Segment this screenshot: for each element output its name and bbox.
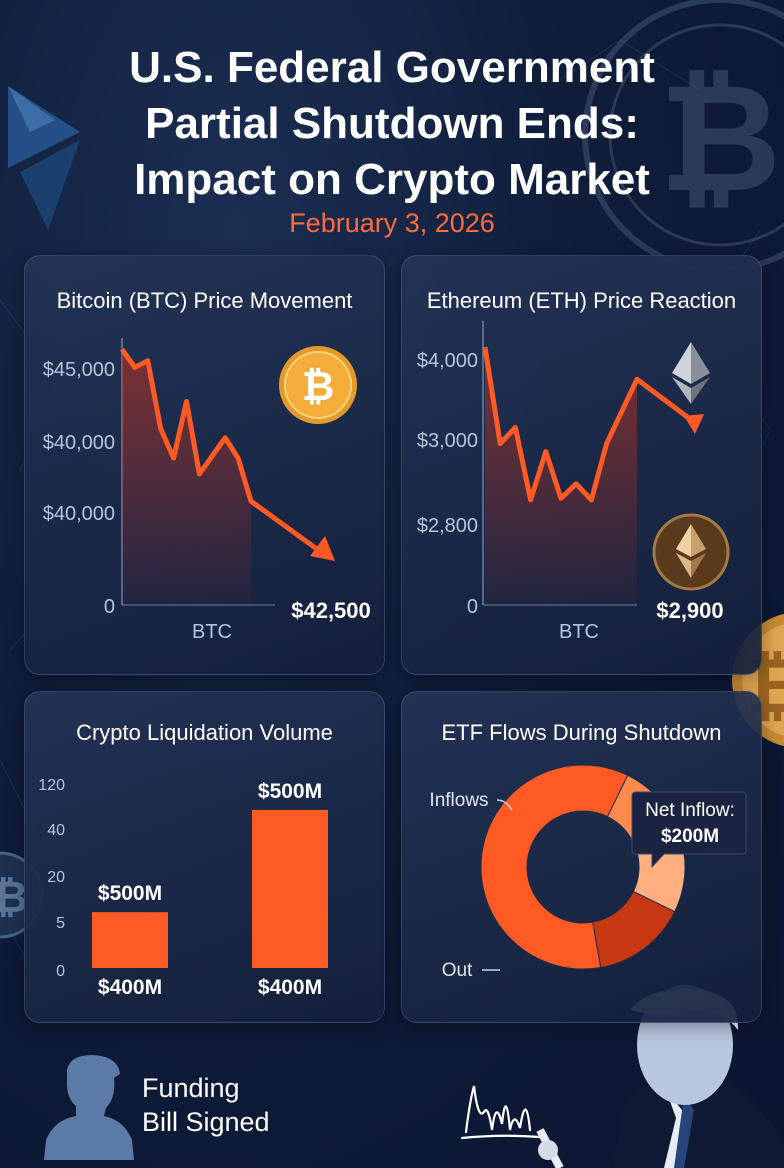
btc-area-fill: [122, 349, 251, 605]
inflows-leader: [496, 799, 513, 811]
page-title: U.S. Federal Government Partial Shutdown…: [0, 40, 784, 208]
signature-icon: [460, 1085, 542, 1140]
btc-end-value-label: $42,500: [291, 598, 371, 623]
out-label: Out: [442, 960, 473, 981]
date-subtitle: February 3, 2026: [289, 208, 495, 238]
eth-x-axis-label: BTC: [559, 621, 599, 643]
btc-tick-label: 0: [104, 596, 115, 618]
etf-flows-panel: ETF Flows During Shutdown Inflows Out Ne…: [401, 691, 762, 1023]
liquidation-chart-title: Crypto Liquidation Volume: [76, 720, 333, 745]
liquidation-bar-chart: 120 40 20 5 0 $500M $400M $500M $400M: [38, 777, 328, 999]
eth-trend-arrowhead: [684, 414, 704, 434]
btc-price-panel: Bitcoin (BTC) Price Movement $45,000 $40,…: [24, 255, 385, 675]
footer-line-2: Bill Signed: [142, 1107, 270, 1137]
liquidation-tick-label: 20: [47, 869, 65, 886]
etf-donut-slice: [592, 890, 676, 969]
liquidation-bar: [92, 912, 168, 968]
liquidation-tick-label: 0: [56, 963, 65, 980]
liquidation-tick-label: 5: [56, 915, 65, 932]
liquidation-volume-panel: Crypto Liquidation Volume 120 40 20 5 0 $500…: [24, 691, 385, 1023]
liquidation-value-label: $500M: [98, 882, 162, 905]
btc-chart: $45,000 $40,000 $40,000 0 BTC $42,500 ₿: [43, 338, 371, 643]
title-line-1: U.S. Federal Government: [129, 43, 655, 92]
eth-tick-label: $3,000: [417, 430, 478, 452]
btc-axis-ticks: $45,000 $40,000 $40,000 0: [43, 359, 115, 618]
eth-price-line: [482, 346, 696, 503]
footer-line-1: Funding: [142, 1073, 240, 1103]
btc-tick-label: $45,000: [43, 359, 115, 381]
eth-tick-label: $2,800: [417, 515, 478, 537]
title-line-3: Impact on Crypto Market: [134, 155, 650, 204]
eth-end-value-label: $2,900: [656, 598, 723, 623]
eth-area-fill: [485, 347, 637, 605]
btc-x-axis-label: BTC: [192, 621, 232, 643]
bitcoin-coin-icon: ₿: [279, 346, 357, 424]
etf-donut-chart: Inflows Out Net Inflow: $200M: [429, 764, 747, 981]
etf-donut-slice: [480, 764, 629, 970]
btc-tick-label: $40,000: [43, 432, 115, 454]
eth-tick-label: $4,000: [417, 350, 478, 372]
liquidation-tick-label: 120: [38, 777, 65, 794]
eth-price-panel: Ethereum (ETH) Price Reaction $4,000 $3,0…: [401, 255, 762, 675]
btc-trend-arrowhead: [310, 536, 335, 561]
eth-tick-label: 0: [467, 596, 478, 618]
eth-chart-title: Ethereum (ETH) Price Reaction: [426, 288, 737, 313]
funding-bill-signed-label: Funding Bill Signed: [142, 1071, 270, 1139]
person-silhouette-icon: [44, 1055, 134, 1160]
svg-text:₿: ₿: [302, 365, 335, 409]
btc-tick-label: $40,000: [43, 503, 115, 525]
inflows-label: Inflows: [429, 790, 488, 811]
net-inflow-callout: Net Inflow: $200M: [631, 791, 747, 869]
ethereum-icon: [672, 342, 710, 404]
callout-line-1: Net Inflow:: [645, 800, 735, 821]
liquidation-category-label: $400M: [258, 976, 322, 999]
liquidation-value-label: $500M: [258, 780, 322, 803]
callout-line-2: $200M: [661, 826, 719, 847]
liquidation-category-label: $400M: [98, 976, 162, 999]
etf-chart-title: ETF Flows During Shutdown: [441, 720, 722, 745]
btc-price-line: [119, 347, 323, 555]
btc-chart-title: Bitcoin (BTC) Price Movement: [56, 288, 353, 313]
liquidation-bar: [252, 809, 328, 968]
ethereum-coin-icon: [652, 513, 730, 591]
eth-chart: $4,000 $3,000 $2,800 0 BTC $2,900: [417, 321, 730, 643]
title-line-2: Partial Shutdown Ends:: [145, 99, 639, 148]
liquidation-tick-label: 40: [47, 822, 65, 839]
